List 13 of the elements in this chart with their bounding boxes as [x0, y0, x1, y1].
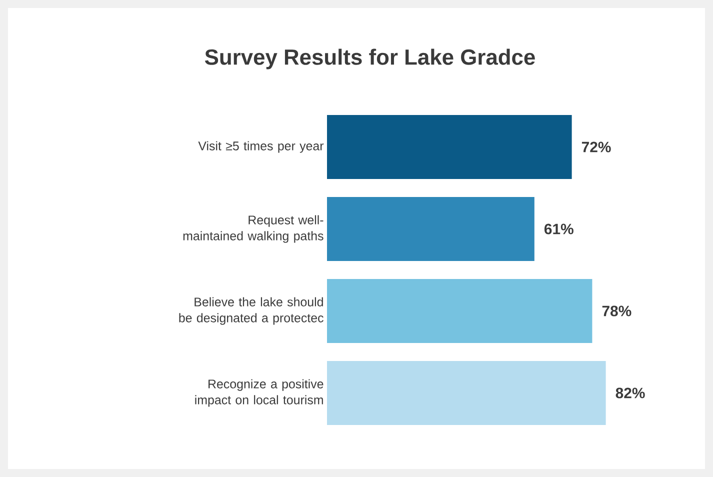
y-tick-label: Request well-maintained walking paths	[183, 215, 324, 243]
y-tick-label: Recognize a positive impact on local tourism	[195, 379, 324, 407]
bar	[327, 279, 592, 343]
data-label: 72%	[582, 142, 611, 152]
y-tick-label: Visit ≥5 times per year	[198, 141, 324, 153]
y-tick-label: Believe the lake should be designated a protectec	[179, 297, 324, 325]
bar	[327, 197, 534, 261]
chart-title: Survey Results for Lake Gradce	[204, 48, 535, 70]
data-label: 78%	[602, 306, 632, 316]
bar	[327, 115, 572, 179]
bar	[327, 361, 606, 426]
data-label: 61%	[544, 224, 574, 234]
data-label: 82%	[616, 388, 645, 398]
